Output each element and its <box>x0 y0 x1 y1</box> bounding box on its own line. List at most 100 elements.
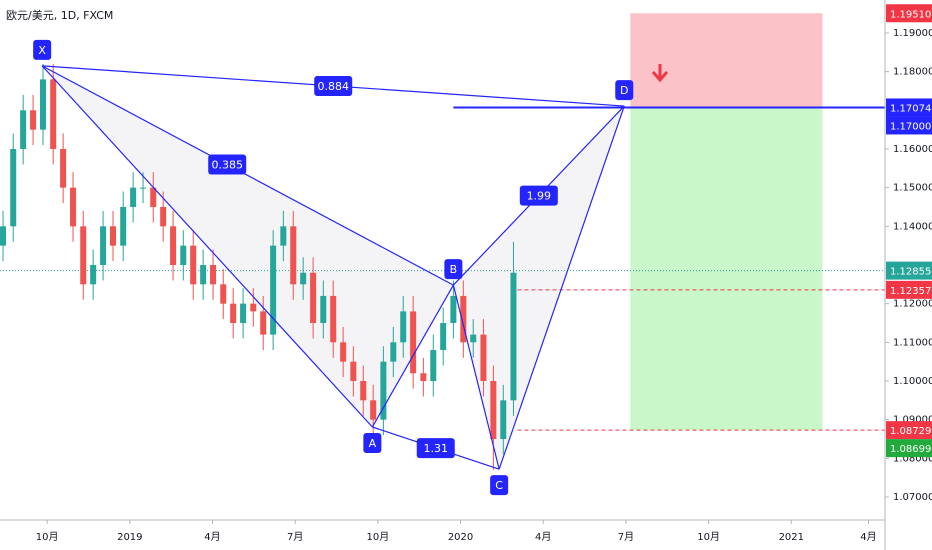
candle-body <box>380 361 387 420</box>
point-label: B <box>450 263 458 276</box>
candle-body <box>180 245 187 265</box>
candle-body <box>230 303 237 323</box>
x-tick-label: 7月 <box>618 531 634 543</box>
level-label-box <box>886 4 932 23</box>
candle-body <box>70 187 77 227</box>
pattern-leg <box>371 284 454 428</box>
chart-title: 欧元/美元, 1D, FXCM <box>6 9 113 22</box>
candle-body <box>60 148 67 188</box>
ratio-label: 0.385 <box>211 159 243 172</box>
candle-body <box>460 295 467 343</box>
candle-body <box>10 148 17 227</box>
candle-body <box>480 334 487 381</box>
level-label-box <box>886 116 932 135</box>
candle-body <box>0 226 7 246</box>
candle-body <box>400 311 407 343</box>
candle-body <box>430 350 437 381</box>
ratio-label: 1.99 <box>527 190 552 203</box>
candle-body <box>250 303 257 312</box>
x-tick-label: 2019 <box>117 532 142 543</box>
point-label: A <box>369 437 377 450</box>
candle-body <box>240 303 247 323</box>
y-tick-label: 1.16000 <box>893 144 932 155</box>
candle-body <box>280 226 287 246</box>
point-label: X <box>38 44 46 57</box>
pattern-leg <box>498 105 625 470</box>
candle-body <box>140 187 147 189</box>
candle-body <box>350 361 357 381</box>
candle-body <box>90 264 97 285</box>
x-tick-label: 4月 <box>535 531 551 543</box>
ratio-label-box <box>208 154 247 175</box>
ratio-label-box <box>416 438 455 459</box>
y-tick-label: 1.11000 <box>893 337 932 348</box>
candle-body <box>450 295 457 323</box>
candle-body <box>310 272 317 323</box>
point-label-box <box>615 80 634 101</box>
y-tick-label: 1.12000 <box>893 299 932 310</box>
candle-body <box>150 187 157 207</box>
candle-body <box>370 400 377 420</box>
candle-body <box>470 334 477 343</box>
candle-body <box>120 206 127 246</box>
candle-body <box>300 272 307 285</box>
y-tick-label: 1.10000 <box>893 376 932 387</box>
ratio-label-box <box>314 75 353 96</box>
y-tick-label: 1.19000 <box>893 28 932 39</box>
candle-body <box>260 311 267 335</box>
level-label: 1.17074 <box>890 103 931 114</box>
y-tick-label: 1.07000 <box>893 492 932 503</box>
candle-body <box>210 264 217 285</box>
ratio-label: 1.31 <box>423 442 448 455</box>
candle-body <box>20 110 27 149</box>
level-label: 1.12855 <box>890 267 931 278</box>
candle-body <box>100 226 107 265</box>
x-tick-label: 4月 <box>860 531 876 543</box>
level-label-box <box>886 98 932 117</box>
candle-body <box>270 245 277 335</box>
candle-body <box>220 284 227 304</box>
candle-body <box>410 311 417 374</box>
stop-zone <box>630 13 823 108</box>
target-zone <box>630 107 823 431</box>
plot <box>0 13 885 470</box>
candle-body <box>39 79 46 130</box>
point-label: D <box>620 84 628 97</box>
candle-body <box>420 373 427 381</box>
pattern-leg <box>41 65 454 286</box>
candle-body <box>510 272 517 401</box>
point-label: C <box>495 479 503 492</box>
level-label-box <box>886 439 932 458</box>
point-label-box <box>33 39 52 60</box>
candle-body <box>360 380 367 401</box>
candle-body <box>170 226 177 265</box>
y-tick-label: 1.08000 <box>893 453 932 464</box>
candle-body <box>80 226 87 285</box>
point-label-box <box>444 259 463 280</box>
pattern-leg <box>452 284 500 470</box>
candle-body <box>490 380 497 439</box>
x-tick-label: 2021 <box>779 532 804 543</box>
y-tick-label: 1.15000 <box>893 183 932 194</box>
level-label-box <box>886 421 932 440</box>
candle-body <box>30 110 37 130</box>
level-label: 1.08729 <box>890 426 931 437</box>
candle-body <box>160 206 167 227</box>
level-label: 1.08699 <box>890 444 931 455</box>
candle-body <box>390 342 397 362</box>
level-label: 1.12357 <box>890 286 931 297</box>
y-tick-label: 1.09000 <box>893 415 932 426</box>
x-tick-label: 4月 <box>204 531 220 543</box>
candle-body <box>290 226 297 285</box>
candle-body <box>190 245 197 285</box>
candle-body <box>200 264 207 285</box>
candle-body <box>330 295 337 343</box>
point-label-box <box>363 433 382 454</box>
pattern-leg <box>41 65 373 428</box>
candle-body <box>440 322 447 351</box>
candle-body <box>130 187 137 207</box>
point-label-box <box>490 475 509 496</box>
x-tick-label: 10月 <box>367 531 390 543</box>
ratio-label: 0.884 <box>317 80 349 93</box>
